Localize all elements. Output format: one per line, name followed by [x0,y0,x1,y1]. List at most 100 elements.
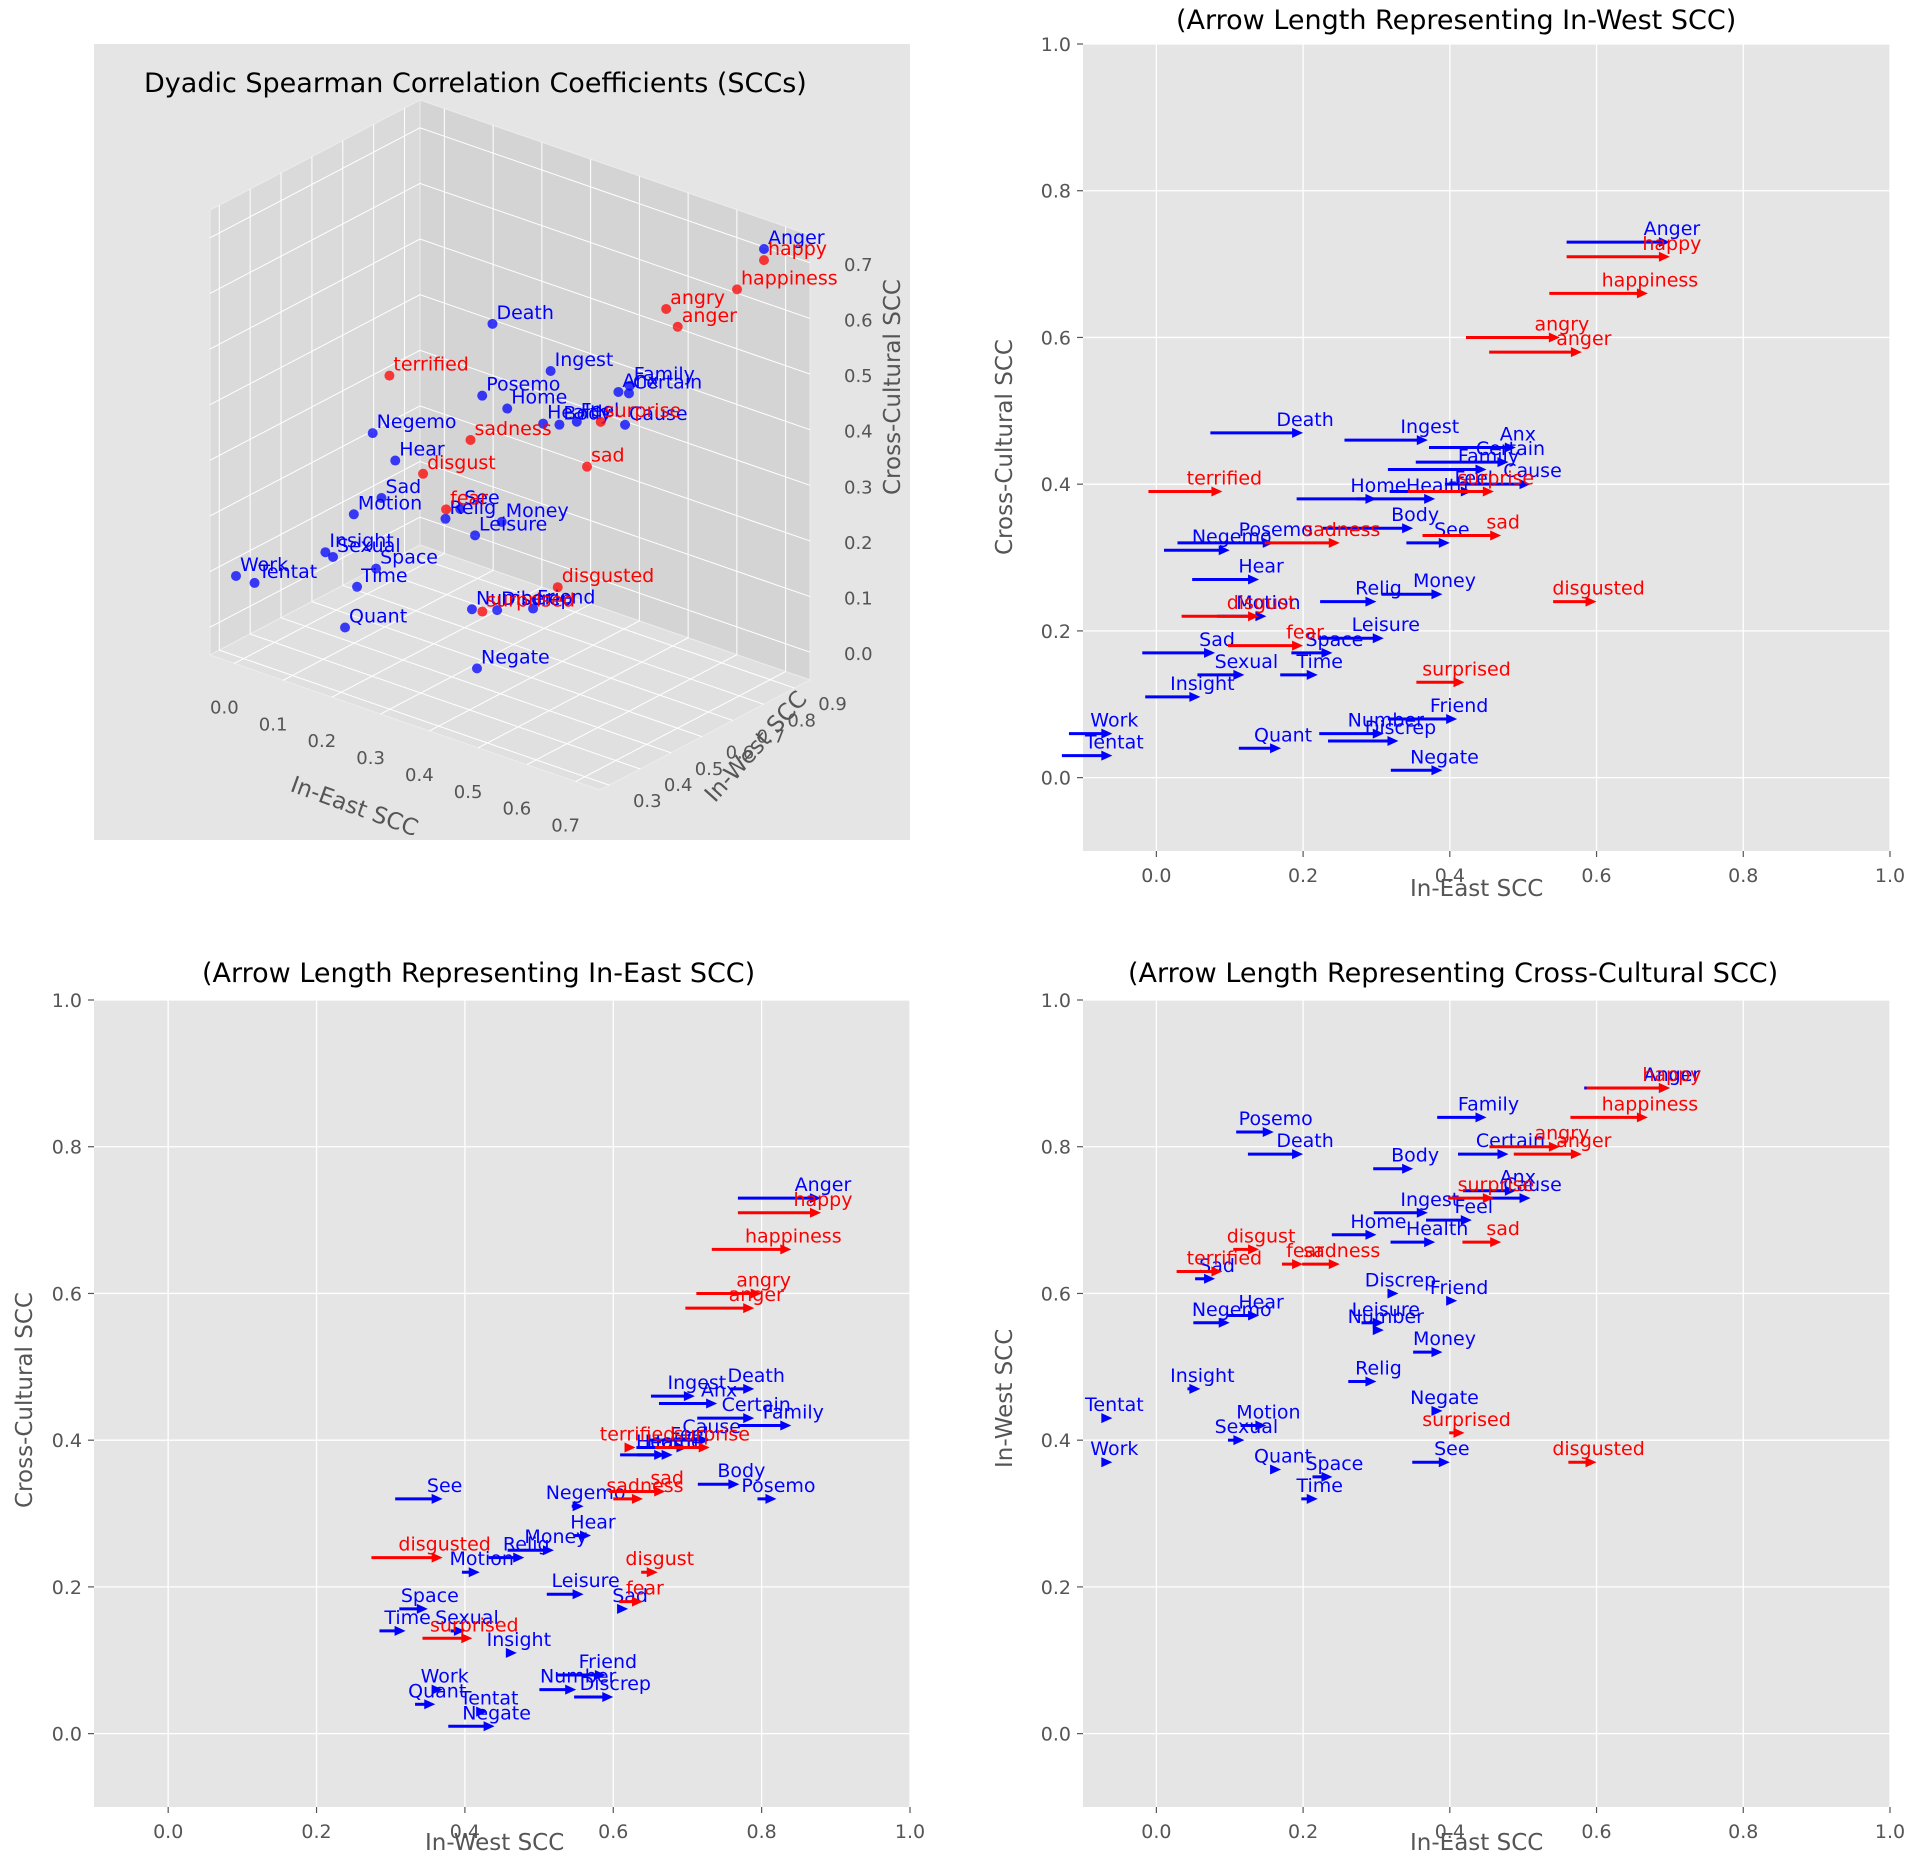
tick-label-x: 0.7 [551,816,580,837]
plot-area [94,1000,910,1807]
tick-label-x: 0.4 [450,1821,480,1843]
scatter-point [477,606,488,617]
arrow-head [809,1207,821,1218]
arrow-head [1211,486,1223,497]
arrow-label: terrified [1187,1247,1262,1269]
scatter-point [732,284,743,295]
arrow-head [1490,530,1502,541]
arrow-head [765,1493,777,1504]
tick-label-x: 0.4 [1435,1821,1465,1843]
tick-label-y: 0.8 [787,710,816,731]
scatter-point [624,380,635,391]
arrow-label: Work [1090,710,1138,732]
arrow-label: Posemo [1239,519,1313,541]
arrow-head [1233,669,1245,680]
arrow-head [1438,1457,1450,1468]
arrow-head [424,1699,436,1710]
arrow-label: Quant [1254,1446,1312,1468]
scatter-point [376,492,387,503]
scatter-point [352,581,363,592]
arrow-label: Work [421,1666,469,1688]
point-label: Negate [481,646,550,668]
point-label: happy [768,238,827,260]
scatter-point [231,570,242,581]
arrow-label: Cause [1503,460,1562,482]
point-label: anger [682,305,737,327]
tick-label-x: 0.8 [747,1821,777,1843]
arrow-head [706,1398,718,1409]
arrow-label: Discrep [1365,1269,1436,1291]
arrow-label: happy [793,1189,852,1211]
arrow-head [1636,1112,1648,1123]
panel-2-ylabel: Cross-Cultural SCC [992,339,1018,555]
arrow-label: Anx [1500,1167,1536,1189]
tick-label-x: 0.2 [308,731,337,752]
arrow-label: Space [401,1585,459,1607]
arrow-head [654,1486,666,1497]
arrow-head [1204,647,1216,658]
arrow-head [780,1244,792,1255]
tick-label-y: 0.0 [1041,1724,1071,1746]
arrow-head [1218,545,1230,556]
tick-label-x: 0.0 [210,697,239,718]
arrow-label: surprise [673,1424,750,1446]
arrow-label: Sexual [435,1607,499,1629]
arrow-label: Insight [1170,1365,1234,1387]
arrow-label: Family [1458,1093,1519,1115]
arrow-label: See [427,1475,462,1497]
arrow-label: Anx [701,1380,737,1402]
scatter-point [367,428,378,439]
arrow-head [1475,1112,1487,1123]
arrow-head [1658,237,1670,248]
tick-label-x: 0.2 [301,1821,331,1843]
arrow-label: disgust [1227,592,1296,614]
arrow-head [780,1420,792,1431]
arrow-head [580,1530,592,1541]
arrow-head [505,1647,517,1658]
arrow-label: anger [729,1284,784,1306]
arrow-head [1270,743,1282,754]
arrow-label: Death [1276,1130,1333,1152]
arrow-head [1402,1163,1414,1174]
arrow-label: Anger [1644,1064,1701,1086]
arrow-head [1306,1493,1318,1504]
arrow-head [468,1567,480,1578]
panel-4-ylabel: In-West SCC [992,1328,1018,1468]
arrow-label: Anx [1500,424,1536,446]
arrow-head [431,1552,443,1563]
tick-label-y: 1.0 [1041,34,1071,56]
arrow-head [728,1479,740,1490]
arrow-head [1292,640,1304,651]
arrow-head [1497,457,1509,468]
point-label: Cause [629,403,688,425]
arrow-head [1424,1237,1436,1248]
arrow-head [683,1391,695,1402]
tick-label-y: 0.4 [1041,1430,1071,1452]
tick-label-x: 0.0 [1141,865,1171,887]
tick-label-y: 0.8 [52,1137,82,1159]
scatter-point [320,547,331,558]
arrow-head [1270,1464,1282,1475]
arrow-label: See [1434,519,1469,541]
arrow-head [1416,435,1428,446]
arrow-head [1321,647,1333,658]
grid-line-z [209,516,811,653]
arrow-head [1211,1266,1223,1277]
floor-pane [208,544,812,791]
arrow-head [461,1633,473,1644]
arrow-head [1453,677,1465,688]
point-label: Tentat [258,561,318,583]
arrow-label: Insight [487,1629,551,1651]
scatter-point [371,563,382,574]
point-label: happiness [741,267,838,289]
arrow-label: Anger [795,1174,852,1196]
tick-label-y: 0.2 [1041,621,1071,643]
arrow-label: Home [1350,1211,1406,1233]
arrow-label: Body [717,1460,765,1482]
arrow-head [1446,713,1458,724]
point-label: Sad [385,476,421,498]
point-label: disgusted [562,565,654,587]
arrow-head [1189,1383,1201,1394]
arrow-label: Friend [579,1651,637,1673]
arrow-label: Health [1406,1218,1468,1240]
